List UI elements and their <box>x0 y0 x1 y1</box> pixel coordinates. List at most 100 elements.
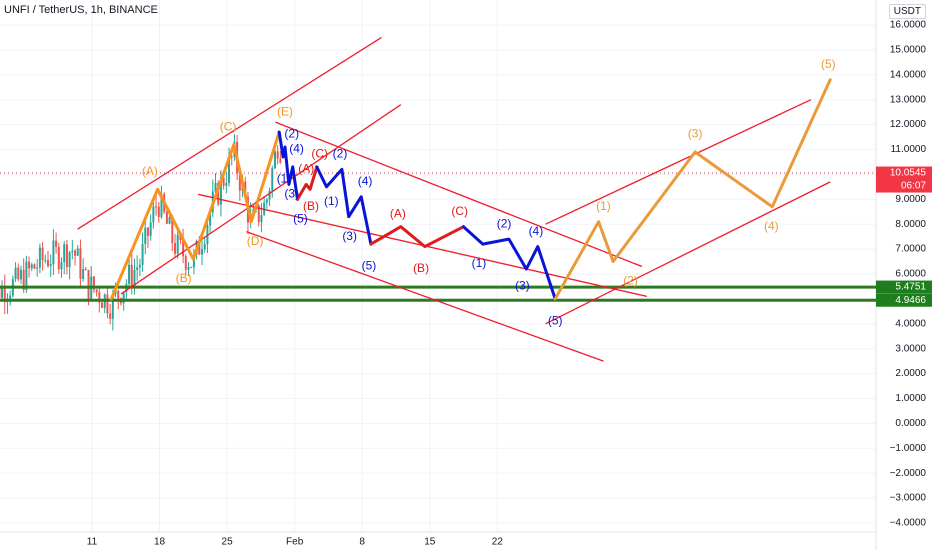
candle-body <box>273 151 276 169</box>
price-tick-label: 4.0000 <box>895 318 926 329</box>
candle-body <box>82 269 85 279</box>
candle-body <box>46 260 49 267</box>
candle-body <box>276 151 279 159</box>
candle-body <box>92 276 95 290</box>
candle-body <box>203 244 206 250</box>
candle-body <box>265 199 268 203</box>
candle-body <box>55 240 58 247</box>
wave-label: (5) <box>548 313 563 327</box>
candle-body <box>171 217 174 243</box>
price-tag <box>876 280 932 294</box>
candle-body <box>87 270 90 299</box>
price-tag <box>876 166 932 193</box>
candle-body <box>257 204 260 223</box>
currency-badge[interactable]: USDT <box>888 4 926 19</box>
time-axis[interactable]: 11 18 25 Feb 8 15 22 <box>87 537 503 548</box>
wave-label: (C) <box>451 204 468 218</box>
candlestick-series <box>0 134 282 331</box>
candle-body <box>9 295 12 299</box>
candle-body <box>219 177 222 205</box>
candle-body <box>52 240 55 265</box>
wave-label: (3) <box>688 127 703 141</box>
wave-label: (A) <box>298 162 314 176</box>
price-tick-label: 9.0000 <box>895 194 926 205</box>
candle-body <box>17 267 20 280</box>
price-tick-label: 13.0000 <box>890 94 927 105</box>
candle-body <box>168 217 171 224</box>
wave-label: (4) <box>764 219 779 233</box>
candle-body <box>209 212 212 226</box>
wave-path <box>296 165 319 201</box>
price-tag-value: 4.9466 <box>895 295 926 306</box>
wave-path <box>315 165 373 246</box>
candle-body <box>57 246 60 270</box>
candle-body <box>1 286 4 298</box>
candle-body <box>268 190 271 200</box>
candle-body <box>155 206 158 208</box>
candle-body <box>160 193 163 217</box>
candle-body <box>111 293 114 319</box>
candle-body <box>25 261 28 290</box>
candle-body <box>28 261 31 269</box>
candle-body <box>14 267 17 280</box>
wave-label: (2) <box>497 216 512 230</box>
time-tick-label: 22 <box>492 537 504 548</box>
price-tick-label: 16.0000 <box>890 20 927 31</box>
wave-label: (2) <box>623 274 638 288</box>
channel-line <box>545 99 812 225</box>
wave-labels: (A)(B)(C)(D)(E)(2)(4)(1)(3)(5)(A)(B)(C)(… <box>142 57 836 327</box>
channel-line <box>120 104 402 295</box>
channel-line <box>246 231 604 362</box>
elliott-wave-paths <box>109 78 832 301</box>
price-tag <box>876 293 932 307</box>
price-tick-label: 1.0000 <box>895 393 926 404</box>
candle-body <box>76 248 79 256</box>
wave-label: (4) <box>358 174 373 188</box>
candle-body <box>128 264 131 284</box>
time-tick-label: 8 <box>359 537 365 548</box>
candle-body <box>30 264 33 269</box>
wave-label: (2) <box>333 147 348 161</box>
time-tick-label: 18 <box>154 537 166 548</box>
price-tick-label: −2.0000 <box>890 468 927 479</box>
candle-body <box>106 294 109 314</box>
wave-path <box>462 225 557 301</box>
price-tick-label: 8.0000 <box>895 219 926 230</box>
candle-body <box>141 243 144 265</box>
price-tick-label: 14.0000 <box>890 69 927 80</box>
price-axis[interactable]: 16.0000 15.0000 14.0000 13.0000 12.0000 11.00… <box>890 20 927 529</box>
candle-body <box>49 264 52 267</box>
wave-label: (5) <box>362 259 377 273</box>
candle-body <box>95 289 98 293</box>
price-tick-label: 2.0000 <box>895 368 926 379</box>
time-tick-label: 25 <box>222 537 234 548</box>
symbol-title[interactable]: UNFI / TetherUS, 1h, BINANCE <box>4 4 158 16</box>
candle-body <box>165 211 168 224</box>
wave-label: (5) <box>821 57 836 71</box>
candle-body <box>44 260 47 262</box>
wave-path <box>553 78 832 301</box>
candle-body <box>182 240 185 257</box>
wave-label: (4) <box>529 224 544 238</box>
candle-body <box>101 302 104 308</box>
wave-label: (3) <box>342 229 357 243</box>
time-tick-label: 11 <box>87 537 98 548</box>
channel-line <box>77 36 382 230</box>
price-tick-label: −1.0000 <box>890 443 927 454</box>
price-tags: 10.0545 06:07 5.4751 4.9466 <box>876 166 932 307</box>
candle-body <box>22 269 25 290</box>
candle-body <box>187 267 190 270</box>
candle-body <box>222 177 225 186</box>
candle-body <box>130 264 133 287</box>
candle-body <box>117 290 120 299</box>
candle-body <box>146 227 149 236</box>
candle-body <box>84 269 87 271</box>
time-tick-label: 15 <box>424 537 436 548</box>
candle-body <box>238 172 241 191</box>
wave-path <box>369 225 465 249</box>
candle-body <box>138 264 141 268</box>
candle-body <box>225 183 228 186</box>
candle-body <box>41 247 44 261</box>
wave-label: (E) <box>277 104 293 118</box>
